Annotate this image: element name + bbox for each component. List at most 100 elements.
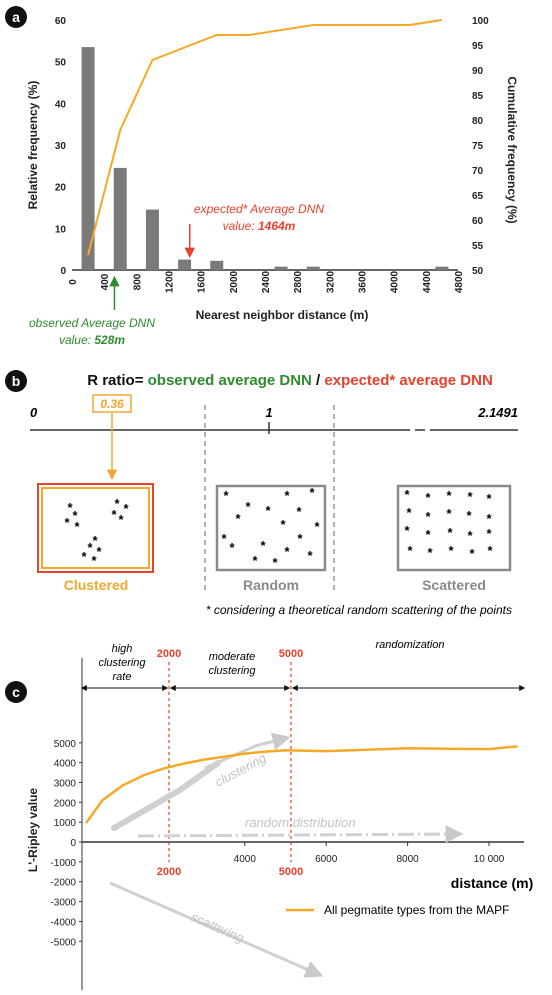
b-star: * bbox=[252, 553, 258, 568]
a-ticks: 0 10 20 30 40 50 60 50 55 60 65 70 75 80 85 90 95 100 0 400… bbox=[55, 16, 489, 293]
b-value: 0.36 bbox=[100, 397, 124, 411]
b-star: * bbox=[284, 544, 290, 559]
a-bar bbox=[435, 266, 449, 270]
c-ticks: 5000 4000 3000 2000 1000 0 -1000 -2000 -3000 -400… bbox=[50, 739, 504, 949]
b-star: * bbox=[280, 517, 286, 532]
b-star: * bbox=[447, 525, 453, 540]
c-y-tick: -1000 bbox=[50, 858, 76, 869]
b-clustered-box bbox=[41, 487, 150, 569]
a-y2-tick: 75 bbox=[472, 141, 484, 152]
b-label-clustered: Clustered bbox=[64, 577, 129, 593]
c-y-tick: -5000 bbox=[50, 937, 76, 948]
b-star: * bbox=[235, 511, 241, 526]
panel-c-letter: c bbox=[12, 684, 20, 700]
b-star: * bbox=[229, 540, 235, 555]
b-star: * bbox=[406, 505, 412, 520]
a-y-tick: 30 bbox=[55, 141, 67, 152]
c-threshold-top-5000: 5000 bbox=[279, 648, 303, 660]
c-top-moderate-2: clustering bbox=[208, 665, 256, 677]
a-expected-label-1: expected* Average DNN bbox=[194, 202, 324, 216]
a-y-tick: 20 bbox=[55, 183, 67, 194]
b-title: R ratio= observed average DNN / expected… bbox=[87, 372, 493, 389]
b-star: * bbox=[448, 543, 454, 558]
b-star: * bbox=[272, 555, 278, 570]
c-y-tick: 4000 bbox=[54, 759, 77, 770]
a-x-tick: 4000 bbox=[390, 270, 401, 293]
a-y2-tick: 55 bbox=[472, 241, 484, 252]
a-observed-label-1: observed Average DNN bbox=[29, 316, 155, 330]
panel-b-letter: b bbox=[12, 373, 21, 389]
b-scale-left: 0 bbox=[30, 405, 38, 420]
b-star: * bbox=[284, 488, 290, 503]
b-star: * bbox=[114, 496, 120, 511]
c-x-tick: 6000 bbox=[315, 854, 338, 865]
a-y2-tick: 100 bbox=[472, 16, 489, 27]
a-bar bbox=[210, 260, 224, 270]
a-y2-tick: 90 bbox=[472, 66, 484, 77]
b-star: * bbox=[467, 528, 473, 543]
a-bars bbox=[81, 47, 449, 271]
b-label-random: Random bbox=[243, 577, 299, 593]
b-scale-right: 2.1491 bbox=[477, 405, 518, 420]
c-y-label: L'-Ripley value bbox=[26, 788, 40, 873]
c-ripley-line bbox=[85, 745, 518, 824]
c-scattering-arrow bbox=[109, 881, 324, 978]
a-y-tick: 50 bbox=[55, 58, 67, 69]
c-threshold-top-2000: 2000 bbox=[157, 648, 181, 660]
b-label-scattered: Scattered bbox=[422, 577, 486, 593]
b-star: * bbox=[425, 527, 431, 542]
c-clustering-label: clustering bbox=[212, 750, 269, 790]
b-star: * bbox=[296, 504, 302, 519]
c-top-randomization: randomization bbox=[375, 639, 444, 651]
panel-b-badge bbox=[5, 370, 27, 392]
a-x-tick: 1600 bbox=[197, 270, 208, 293]
a-bar bbox=[178, 259, 192, 270]
a-y2-tick: 95 bbox=[472, 41, 484, 52]
a-y2-tick: 85 bbox=[472, 91, 484, 102]
b-star: * bbox=[404, 487, 410, 502]
b-stars: *** ** ** *** ** ** * ** * ** * ** ** * * ** ** * * * ** * * * *… bbox=[64, 485, 493, 570]
b-star: * bbox=[486, 511, 492, 526]
c-top-moderate-1: moderate bbox=[209, 651, 255, 663]
b-star: * bbox=[466, 508, 472, 523]
b-footnote: * considering a theoretical random scatt… bbox=[206, 603, 512, 617]
a-bar bbox=[145, 209, 159, 270]
b-star: * bbox=[467, 489, 473, 504]
b-star: * bbox=[81, 549, 87, 564]
c-clustering-arrow-shaft bbox=[111, 760, 221, 831]
panel-b: b R ratio= observed average DNN / expect… bbox=[5, 370, 518, 617]
b-scale-mid: 1 bbox=[265, 405, 272, 420]
b-star: * bbox=[446, 488, 452, 503]
c-y-tick: 0 bbox=[70, 838, 76, 849]
a-x-tick: 2400 bbox=[261, 270, 272, 293]
a-y2-tick: 60 bbox=[472, 216, 484, 227]
c-y-tick: 3000 bbox=[54, 778, 77, 789]
b-star: * bbox=[92, 533, 98, 548]
a-x-tick: 2000 bbox=[229, 270, 240, 293]
panel-a: a 0 10 20 30 40 50 60 50 55 60 65 70 75 80 85 90 95 100 0 4… bbox=[5, 6, 519, 347]
b-value-box bbox=[92, 394, 132, 413]
b-star: * bbox=[260, 538, 266, 553]
b-star: * bbox=[64, 515, 70, 530]
b-star: * bbox=[469, 546, 475, 561]
c-random-label: random distribution bbox=[245, 815, 356, 830]
a-y-tick: 0 bbox=[60, 266, 66, 277]
a-y2-tick: 70 bbox=[472, 166, 484, 177]
c-y-tick: -2000 bbox=[50, 878, 76, 889]
b-star: * bbox=[425, 509, 431, 524]
c-x-tick: 4000 bbox=[234, 854, 257, 865]
c-random-arrow bbox=[137, 825, 464, 844]
c-x-tick: 10 000 bbox=[474, 854, 505, 865]
a-observed-label-2: value: 528m bbox=[59, 333, 125, 347]
a-bar bbox=[113, 167, 127, 270]
c-y-tick: -4000 bbox=[50, 917, 76, 928]
a-cumulative-line bbox=[87, 19, 443, 256]
a-x-tick: 1200 bbox=[165, 270, 176, 293]
a-y-tick: 40 bbox=[55, 99, 67, 110]
c-y-tick: 2000 bbox=[54, 798, 77, 809]
a-y2-tick: 80 bbox=[472, 116, 484, 127]
a-y-label: Relative frequency (%) bbox=[26, 81, 40, 210]
b-star: * bbox=[67, 500, 73, 515]
panel-a-letter: a bbox=[12, 9, 20, 25]
b-star: * bbox=[404, 523, 410, 538]
